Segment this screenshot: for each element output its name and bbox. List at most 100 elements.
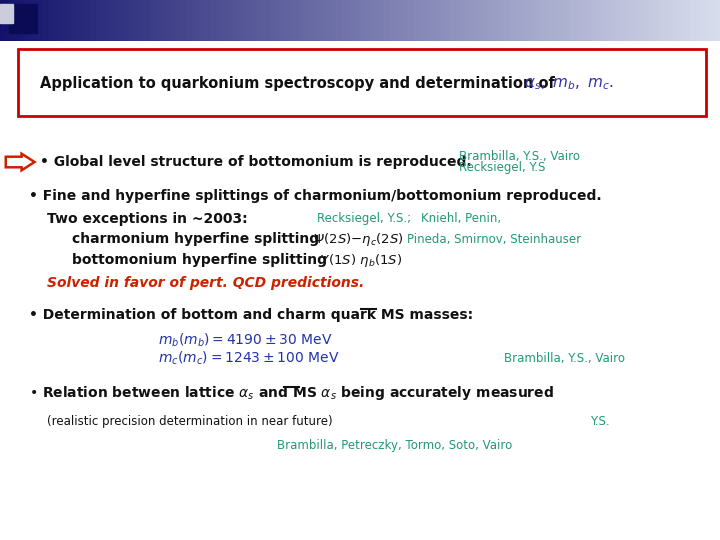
Bar	[261, 0, 264, 42]
Bar	[499, 0, 502, 42]
Bar	[509, 0, 511, 42]
Bar	[665, 0, 667, 42]
Bar	[211, 0, 214, 42]
Bar	[290, 0, 293, 42]
Bar	[456, 0, 459, 42]
Bar	[698, 0, 701, 42]
Bar	[103, 0, 106, 42]
Bar	[434, 0, 437, 42]
Bar	[631, 0, 634, 42]
Bar	[603, 0, 605, 42]
Bar	[715, 0, 718, 42]
Bar	[660, 0, 662, 42]
Text: charmonium hyperfine splitting: charmonium hyperfine splitting	[72, 232, 319, 246]
Bar	[295, 0, 297, 42]
Bar	[312, 0, 315, 42]
Bar	[22, 0, 24, 42]
Bar	[379, 0, 382, 42]
Bar	[706, 0, 708, 42]
Bar	[432, 0, 434, 42]
Bar	[230, 0, 233, 42]
Bar	[252, 0, 254, 42]
Bar	[117, 0, 120, 42]
Bar	[189, 0, 192, 42]
Bar	[29, 0, 31, 42]
Bar	[639, 0, 641, 42]
Bar	[156, 0, 158, 42]
Text: $\Psi(2S){-}\eta_c(2S)$: $\Psi(2S){-}\eta_c(2S)$	[313, 231, 404, 248]
Bar	[351, 0, 353, 42]
Bar	[600, 0, 603, 42]
Bar	[365, 0, 367, 42]
Text: Brambilla, Y.S., Vairo: Brambilla, Y.S., Vairo	[504, 352, 625, 365]
Bar	[506, 0, 509, 42]
Bar	[300, 0, 302, 42]
Text: Pineda, Smirnov, Steinhauser: Pineda, Smirnov, Steinhauser	[407, 233, 581, 246]
Bar	[497, 0, 499, 42]
Bar	[372, 0, 374, 42]
Bar	[410, 0, 413, 42]
Bar	[86, 0, 89, 42]
Bar	[5, 0, 7, 42]
Bar	[269, 0, 271, 42]
Bar	[655, 0, 657, 42]
Bar	[67, 0, 70, 42]
Polygon shape	[6, 154, 35, 170]
Bar	[394, 0, 396, 42]
Bar	[202, 0, 204, 42]
Bar	[528, 0, 531, 42]
Bar	[576, 0, 578, 42]
Bar	[228, 0, 230, 42]
Bar	[459, 0, 461, 42]
Bar	[581, 0, 583, 42]
Bar	[125, 0, 127, 42]
Bar	[672, 0, 675, 42]
Bar	[65, 0, 67, 42]
Bar	[418, 0, 420, 42]
Text: Y.S.: Y.S.	[590, 415, 610, 428]
Bar	[274, 0, 276, 42]
Bar	[254, 0, 257, 42]
Bar	[326, 0, 329, 42]
Bar	[629, 0, 631, 42]
Bar	[99, 0, 101, 42]
Bar	[701, 0, 703, 42]
Bar	[619, 0, 621, 42]
Bar	[17, 0, 19, 42]
Bar	[9, 4, 37, 33]
Bar	[168, 0, 171, 42]
Bar	[607, 0, 610, 42]
Bar	[549, 0, 552, 42]
Bar	[511, 0, 513, 42]
Bar	[487, 0, 490, 42]
Bar	[336, 0, 338, 42]
Bar	[293, 0, 295, 42]
Bar	[41, 0, 43, 42]
Bar	[135, 0, 137, 42]
Text: • Determination of bottom and charm quark MS masses:: • Determination of bottom and charm quar…	[29, 308, 473, 322]
Bar	[391, 0, 394, 42]
Bar	[636, 0, 639, 42]
Bar	[468, 0, 470, 42]
Bar	[605, 0, 607, 42]
Bar	[348, 0, 351, 42]
Bar	[175, 0, 178, 42]
Bar	[48, 0, 50, 42]
Bar	[583, 0, 585, 42]
Bar	[495, 0, 497, 42]
Bar	[624, 0, 626, 42]
Bar	[281, 0, 283, 42]
Bar	[441, 0, 444, 42]
Bar	[708, 0, 711, 42]
Text: Solved in favor of pert. QCD predictions.: Solved in favor of pert. QCD predictions…	[47, 276, 364, 290]
Bar	[243, 0, 245, 42]
Bar	[405, 0, 408, 42]
Text: • Fine and hyperfine splittings of charmonium/bottomonium reproduced.: • Fine and hyperfine splittings of charm…	[29, 189, 601, 203]
Bar	[259, 0, 261, 42]
Bar	[437, 0, 439, 42]
Bar	[110, 0, 113, 42]
Bar	[610, 0, 612, 42]
Bar	[94, 0, 96, 42]
Bar	[689, 0, 691, 42]
Bar	[545, 0, 547, 42]
